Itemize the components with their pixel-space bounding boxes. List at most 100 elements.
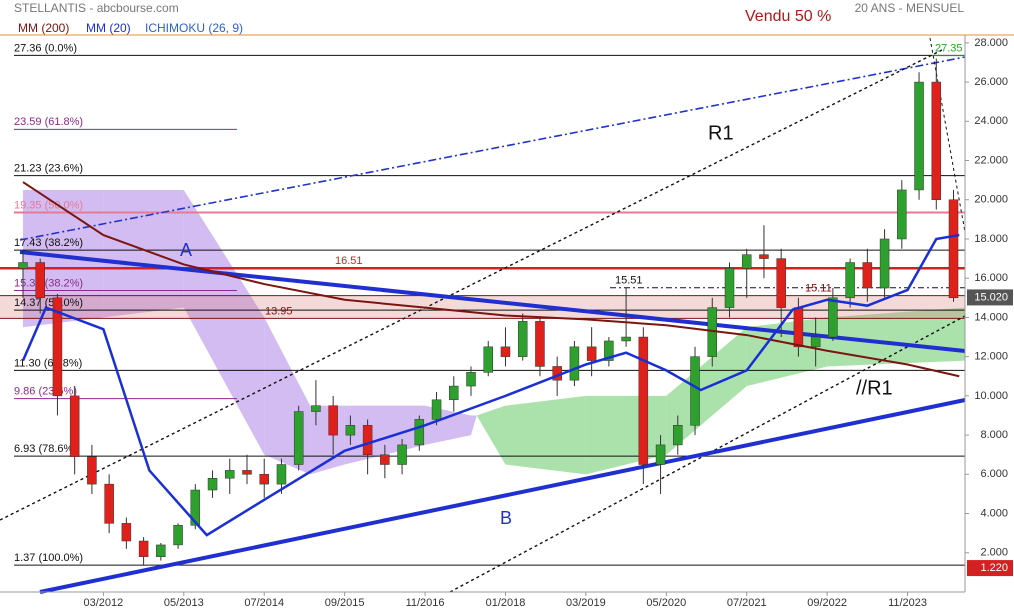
price-level-label: 16.51 [335,255,363,267]
cloud [471,415,477,436]
fib-label: 9.86 (23.6%) [14,386,77,398]
candle-body [225,470,235,479]
candle-body [776,258,786,308]
y-tick-label: 2.000 [980,547,1008,559]
candle-body [586,346,597,361]
candle-body [173,525,183,546]
candle-body [190,489,201,526]
candle-body [862,262,873,289]
fib-label: 1.37 (100.0%) [14,552,83,564]
candle-body [793,307,804,348]
fib-label: 23.59 (61.8%) [14,116,83,128]
cloud [666,327,747,455]
candle-body [517,321,528,357]
x-tick-label: 01/2018 [486,597,526,609]
x-tick-label: 09/2015 [325,597,365,609]
candle-body [121,523,132,542]
price-level-label: 27.35 [935,42,963,54]
candle-body [87,456,97,485]
candle-body [879,238,890,289]
candle-body [638,336,649,465]
cloud [103,189,184,318]
cloud [476,405,506,465]
y-tick-label: 6.000 [980,468,1008,480]
candle-body [18,262,28,269]
marker-price-label: 1.220 [980,562,1008,574]
x-tick-label: 05/2020 [646,597,686,609]
candle-body [759,254,769,259]
candle-body [156,544,166,557]
y-tick-label: 22.000 [974,154,1008,166]
fib-label: 6.93 (78.6%) [14,443,77,455]
candle-body [569,346,580,381]
trend-label: A [180,240,192,260]
candle-body [397,444,407,465]
trend-label: //R1 [856,377,893,399]
candle-body [724,268,735,308]
candle-body [362,425,373,455]
x-tick-label: 09/2022 [807,597,847,609]
candle-body [449,385,459,401]
candle-body [828,297,838,338]
x-tick-label: 07/2021 [727,597,767,609]
candle-body [948,199,959,299]
trend-label: R1 [708,122,734,144]
legend-entry: MM (200) [18,21,69,35]
annotation: Vendu 50 % [745,8,831,25]
candle-body [328,405,338,436]
fib-label: 17.43 (38.2%) [14,237,83,249]
candle-body [500,346,511,357]
candle-body [845,262,855,299]
candle-body [138,540,149,557]
candle-body [483,346,493,373]
legend-entry: ICHIMOKU (26, 9) [145,21,243,35]
y-tick-label: 8.000 [980,429,1008,441]
y-tick-label: 28.000 [974,37,1008,49]
candle-body [931,81,942,200]
y-tick-label: 12.000 [974,351,1008,363]
cloud [183,189,265,455]
candle-body [690,356,700,426]
candle-body [535,321,545,367]
candle-body [207,477,218,491]
x-tick-label: 03/2012 [84,597,124,609]
trend-line [449,315,966,593]
ma-line [22,181,960,378]
candle-body [52,297,63,397]
marker-price-box [967,560,1013,577]
y-tick-label: 16.000 [974,272,1008,284]
fib-label: 15.37 (38.2%) [14,277,83,289]
y-tick-label: 10.000 [974,390,1008,402]
candle-layer [18,58,959,565]
candle-body [466,372,476,387]
fib-label: 19.35 (50.0%) [14,199,83,211]
chart-subtitle: 20 ANS - MENSUEL [855,1,965,15]
candle-body [293,411,304,465]
candle-body [104,483,114,524]
ma-line [21,233,960,537]
candle-body [69,395,80,457]
candle-body [741,254,752,269]
fib-label: 14.37 (50.0%) [14,297,83,309]
fib-label: 27.36 (0.0%) [14,42,77,54]
candle-body [35,262,45,299]
candle-body [311,405,321,412]
legend-entry: MM (20) [86,21,131,35]
candle-body [259,474,269,485]
candle-body [897,189,907,240]
trend-label: B [500,508,512,528]
cloud [505,395,586,475]
price-zone [0,295,965,319]
y-tick-label: 14.000 [974,311,1008,323]
line-layer [21,181,960,537]
candle-body [810,336,821,348]
cloud-layer [22,189,965,475]
price-level-label: 13.95 [265,305,293,317]
candle-body [673,425,683,446]
x-tick-label: 03/2019 [566,597,606,609]
fib-label: 21.23 (23.6%) [14,163,83,175]
chart-title: STELLANTIS - abcbourse.com [14,1,179,15]
candle-body [380,454,390,465]
x-tick-label: 11/2023 [888,597,927,609]
